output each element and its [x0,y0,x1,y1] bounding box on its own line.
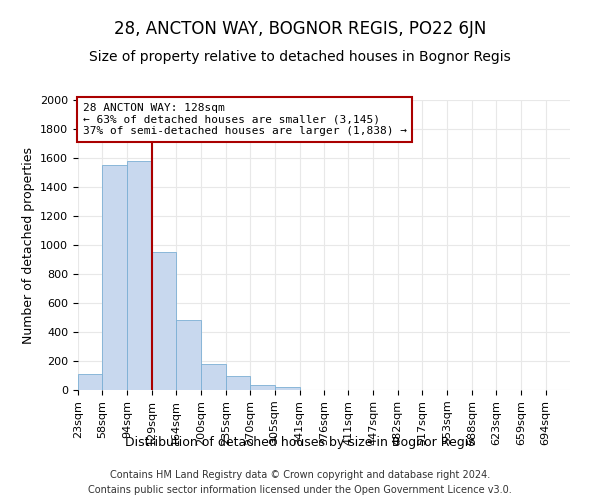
Bar [152,252,176,390]
Bar [127,161,152,390]
Text: Contains HM Land Registry data © Crown copyright and database right 2024.: Contains HM Land Registry data © Crown c… [110,470,490,480]
Text: Contains public sector information licensed under the Open Government Licence v3: Contains public sector information licen… [88,485,512,495]
Text: 28 ANCTON WAY: 128sqm
← 63% of detached houses are smaller (3,145)
37% of semi-d: 28 ANCTON WAY: 128sqm ← 63% of detached … [83,103,407,136]
Text: Distribution of detached houses by size in Bognor Regis: Distribution of detached houses by size … [125,436,475,449]
Bar [103,166,127,390]
Bar [202,364,226,390]
Y-axis label: Number of detached properties: Number of detached properties [22,146,35,344]
Bar [78,374,103,390]
Bar [176,320,202,390]
Text: 28, ANCTON WAY, BOGNOR REGIS, PO22 6JN: 28, ANCTON WAY, BOGNOR REGIS, PO22 6JN [114,20,486,38]
Bar [250,385,275,390]
Text: Size of property relative to detached houses in Bognor Regis: Size of property relative to detached ho… [89,50,511,64]
Bar [275,387,299,390]
Bar [226,376,250,390]
